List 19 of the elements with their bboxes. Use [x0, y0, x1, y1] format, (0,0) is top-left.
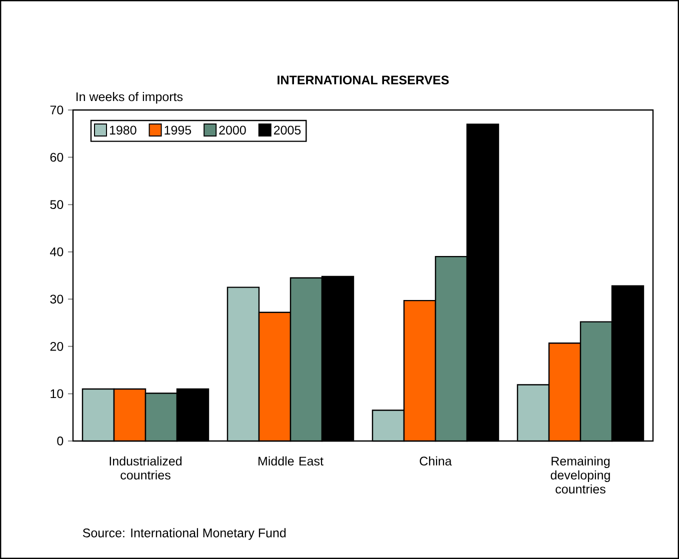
legend-label: 2005: [274, 126, 301, 135]
legend-label: 1980: [110, 126, 136, 135]
legend-label: 2000: [219, 126, 246, 135]
x-tick-label: Remaining developing countries: [550, 456, 610, 494]
x-tick-label: Industrialized countries: [110, 456, 182, 480]
x-tick-label: China: [420, 456, 452, 466]
source-note: Source: International Monetary Fund: [82, 528, 286, 540]
y-tick-label: 50: [50, 200, 64, 209]
x-tick-label: Middle East: [258, 456, 324, 466]
y-axis-title: In weeks of imports: [76, 92, 183, 104]
y-tick-label: 0: [57, 436, 64, 446]
y-tick-label: 10: [50, 389, 64, 398]
chart-title: INTERNATIONAL RESERVES: [278, 76, 449, 84]
legend-label: 1995: [164, 126, 192, 135]
y-tick-label: 60: [50, 152, 64, 162]
y-tick-label: 20: [50, 342, 64, 351]
y-tick-label: 30: [50, 294, 64, 304]
y-tick-label: 70: [50, 106, 64, 114]
y-tick-label: 40: [50, 247, 64, 256]
